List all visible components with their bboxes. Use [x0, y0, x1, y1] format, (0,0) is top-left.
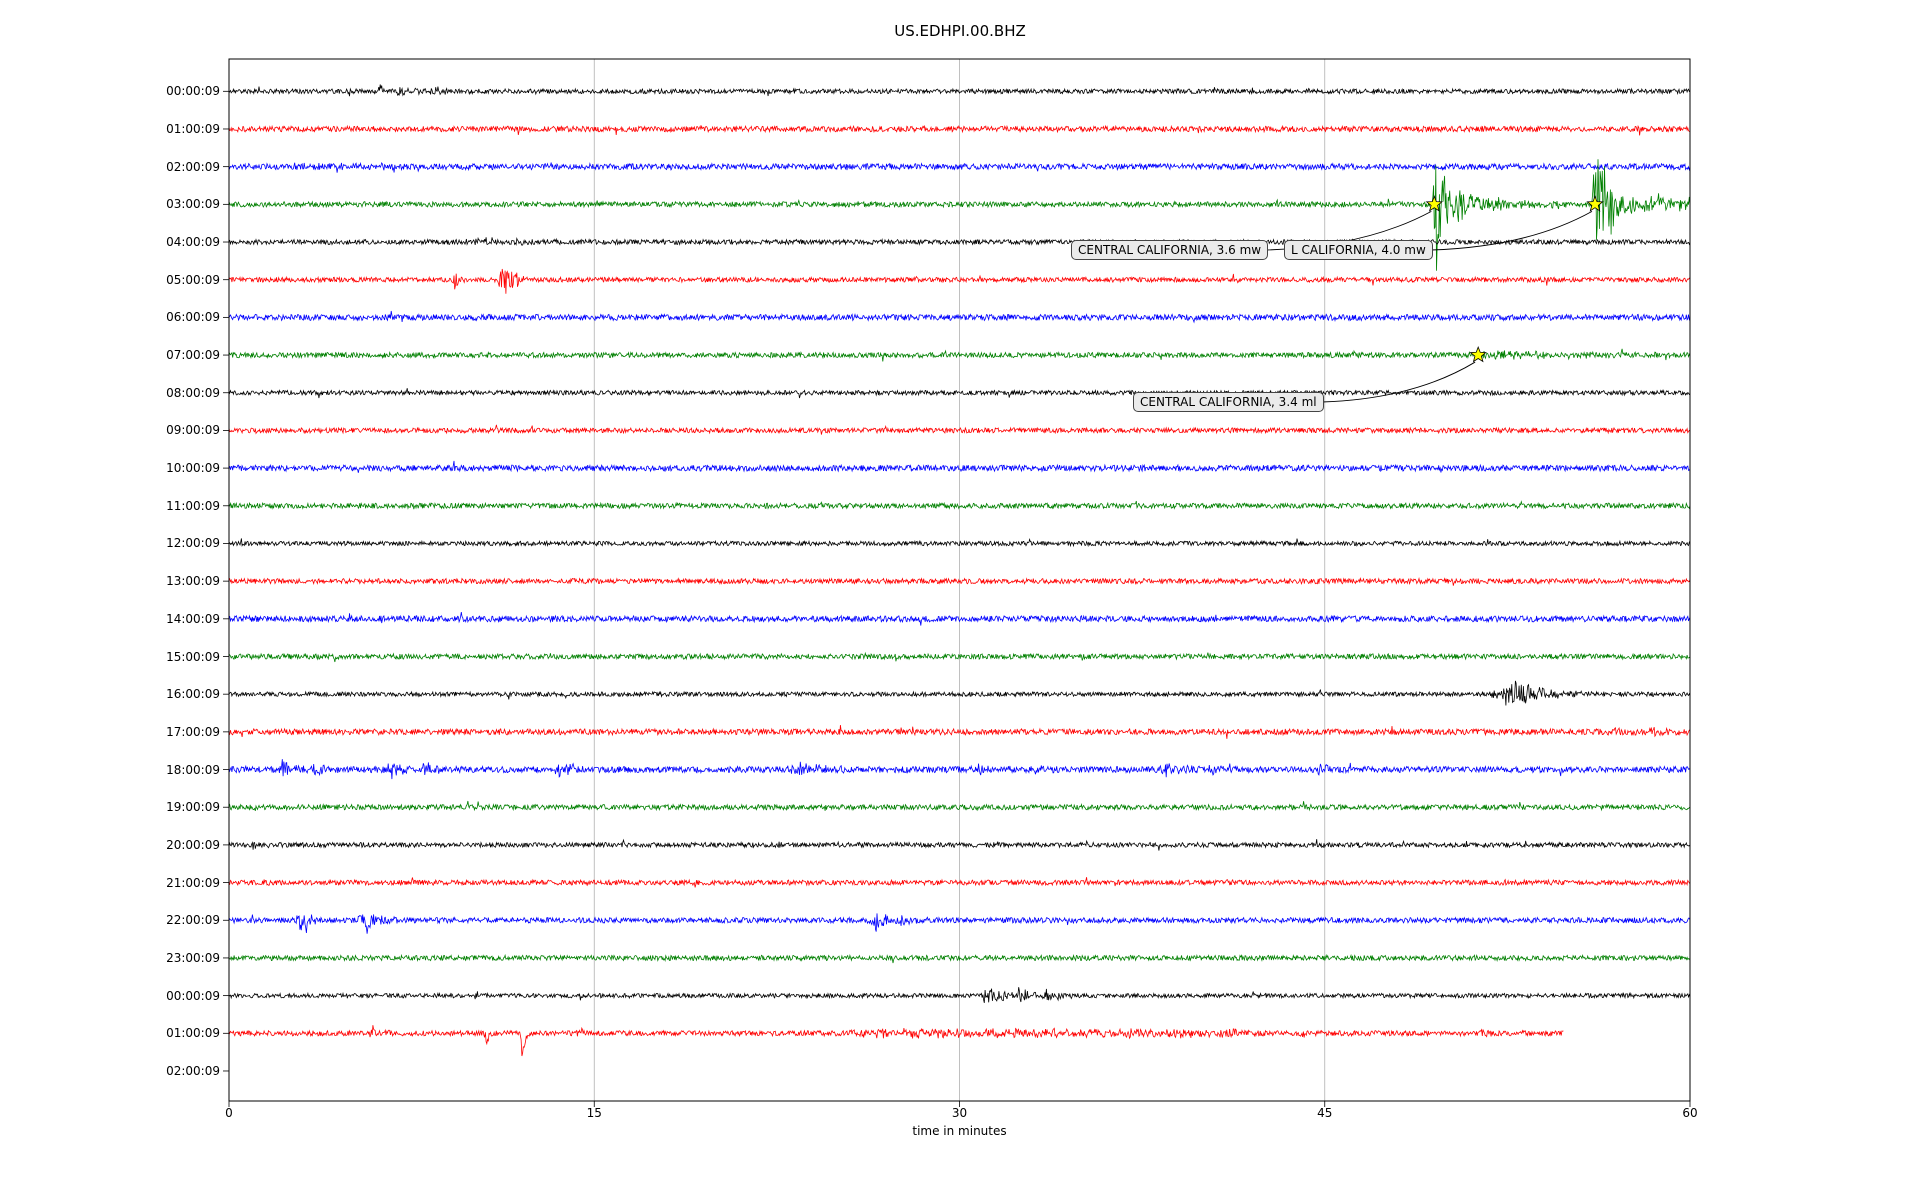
waveform-trace	[229, 800, 1690, 812]
waveform-trace	[229, 838, 1690, 851]
trace-time-label: 06:00:09	[166, 310, 220, 325]
waveform-trace	[229, 84, 1690, 97]
x-tick-label: 45	[1317, 1106, 1333, 1120]
waveform-trace	[229, 424, 1690, 435]
trace-time-label: 11:00:09	[166, 498, 220, 513]
trace-time-label: 19:00:09	[166, 800, 220, 815]
trace-time-label: 02:00:09	[166, 159, 220, 174]
annotation-connector	[1430, 210, 1593, 251]
trace-time-label: 14:00:09	[166, 611, 220, 626]
waveform-trace	[229, 612, 1690, 626]
annotation-connector	[1321, 361, 1476, 403]
waveform-trace	[229, 236, 1690, 246]
x-tick-label: 0	[225, 1106, 233, 1120]
waveform-trace	[229, 537, 1690, 548]
waveform-trace	[229, 348, 1690, 362]
waveform-trace	[229, 1025, 1564, 1057]
event-annotation: CENTRAL CALIFORNIA, 3.6 mw	[1071, 240, 1269, 260]
waveform-trace	[229, 500, 1690, 510]
waveform-trace	[229, 987, 1690, 1003]
trace-time-label: 00:00:09	[166, 84, 220, 99]
trace-time-label: 17:00:09	[166, 724, 220, 739]
waveform-trace	[229, 161, 1690, 173]
trace-time-label: 21:00:09	[166, 875, 220, 890]
event-star-icon	[1425, 195, 1443, 212]
trace-time-label: 03:00:09	[166, 197, 220, 212]
trace-time-label: 01:00:09	[166, 1026, 220, 1041]
waveform-trace	[229, 877, 1690, 888]
waveform-trace	[229, 310, 1690, 324]
waveform-trace	[229, 268, 1690, 294]
waveform-trace	[229, 159, 1690, 271]
trace-time-label: 04:00:09	[166, 235, 220, 250]
event-star-icon	[1469, 345, 1487, 363]
trace-time-label: 15:00:09	[166, 649, 220, 664]
event-star-icon	[1586, 195, 1604, 212]
trace-time-label: 05:00:09	[166, 272, 220, 287]
waveform-trace	[229, 759, 1690, 780]
x-tick-label: 30	[951, 1106, 968, 1120]
waveform-trace	[229, 913, 1690, 934]
waveform-trace	[229, 724, 1690, 739]
x-tick-label: 60	[1682, 1106, 1698, 1120]
waveform-trace	[229, 953, 1690, 964]
waveform-traces	[229, 84, 1690, 1057]
trace-time-label: 22:00:09	[166, 913, 220, 928]
trace-time-label: 01:00:09	[166, 121, 220, 136]
x-tick-label: 15	[586, 1106, 602, 1120]
trace-time-label: 13:00:09	[166, 574, 220, 589]
trace-time-label: 23:00:09	[166, 950, 220, 965]
waveform-trace	[229, 388, 1690, 399]
trace-time-label: 00:00:09	[166, 988, 220, 1003]
trace-time-label: 12:00:09	[166, 536, 220, 551]
waveform-trace	[229, 460, 1690, 473]
page-title: US.EDHPI.00.BHZ	[894, 22, 1026, 40]
trace-time-label: 02:00:09	[166, 1063, 220, 1078]
x-axis-label: time in minutes	[912, 1124, 1007, 1138]
waveform-trace	[229, 680, 1690, 706]
waveform-trace	[229, 651, 1690, 663]
event-annotation: L CALIFORNIA, 4.0 mw	[1284, 240, 1433, 260]
trace-time-label: 10:00:09	[166, 461, 220, 476]
event-annotation: CENTRAL CALIFORNIA, 3.4 ml	[1133, 392, 1324, 412]
trace-time-label: 08:00:09	[166, 385, 220, 400]
trace-time-label: 20:00:09	[166, 837, 220, 852]
trace-time-label: 18:00:09	[166, 762, 220, 777]
trace-time-label: 07:00:09	[166, 348, 220, 363]
trace-time-label: 16:00:09	[166, 687, 220, 702]
trace-time-label: 09:00:09	[166, 423, 220, 438]
waveform-trace	[229, 124, 1690, 136]
waveform-trace	[229, 577, 1690, 586]
